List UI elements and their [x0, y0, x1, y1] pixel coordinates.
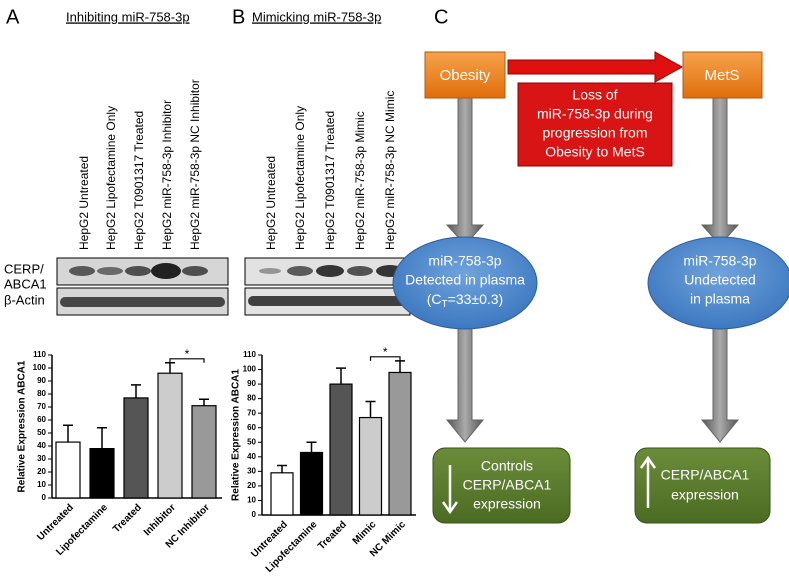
blot-title: Inhibiting miR-758-3p	[66, 9, 190, 24]
y-tick-label: 50	[37, 428, 46, 437]
lane-label: HepG2 miR-758-3p Inhibitor	[160, 100, 174, 250]
blot-image	[56, 257, 411, 316]
y-tick-label: 110	[33, 350, 46, 359]
panel-label: C	[434, 6, 448, 28]
lane-label: HepG2 miR-758-3p Mimic	[353, 111, 367, 250]
error-bar	[199, 398, 209, 406]
result-text: CERP/ABCA1	[463, 477, 552, 493]
ct-part: (C	[427, 291, 442, 307]
node-label: MetS	[704, 67, 739, 84]
ellipse-text: Undetected	[684, 272, 756, 288]
lane-label: HepG2 T0901317 Treated	[132, 111, 146, 250]
result-text: CERP/ABCA1	[661, 467, 750, 483]
ellipse-text: miR-758-3p	[428, 253, 501, 269]
error-bar	[336, 367, 346, 385]
bar	[55, 441, 81, 499]
lane-label: HepG2 Untreated	[264, 156, 278, 250]
significance-bracket	[169, 358, 205, 363]
result-text: Controls	[481, 458, 533, 474]
lane-label: HepG2 Lipofectamine Only	[104, 106, 118, 250]
blot-label: ABCA1	[4, 276, 47, 291]
y-tick-label: 20	[247, 481, 256, 490]
loss-text: Loss of	[572, 87, 617, 103]
error-bar	[131, 384, 141, 398]
bar	[358, 416, 383, 516]
y-tick-label: 10	[37, 480, 46, 489]
x-tick-label: Treated	[316, 519, 349, 552]
loss-text: progression from	[542, 125, 647, 141]
panel-label: A	[6, 6, 20, 28]
panel-label: B	[232, 6, 245, 28]
ellipse-text: Detected in plasma	[405, 272, 525, 288]
lane-label: HepG2 miR-758-3p NC Mimic	[383, 91, 397, 250]
blot-label: CERP/	[4, 261, 44, 276]
bar	[123, 397, 149, 499]
y-axis-label: Relative Expression ABCA1	[17, 360, 28, 492]
error-bar	[165, 362, 175, 374]
bar	[270, 472, 294, 516]
y-tick-label: 40	[247, 452, 256, 461]
bar	[89, 448, 115, 499]
y-tick-label: 80	[37, 389, 46, 398]
lane-label: HepG2 T0901317 Treated	[323, 111, 337, 250]
x-tick-label: Treated	[111, 502, 144, 535]
y-tick-label: 60	[247, 423, 256, 432]
error-bar	[365, 400, 376, 418]
error-bar	[306, 441, 317, 453]
ct-subscript: T	[442, 299, 448, 310]
y-tick-label: 50	[247, 437, 256, 446]
y-tick-label: 100	[33, 363, 47, 372]
bar	[388, 371, 412, 516]
blot-label: β-Actin	[4, 292, 45, 307]
y-tick-label: 70	[247, 408, 256, 417]
y-tick-label: 60	[37, 415, 46, 424]
y-tick-label: 40	[37, 441, 46, 450]
lane-label: HepG2 Lipofectamine Only	[293, 106, 307, 250]
lane-label: HepG2 miR-758-3p NC Inhibitor	[188, 79, 202, 250]
y-axis-label: Relative Expression ABCA1	[231, 369, 242, 501]
ellipse-text: (CT=33±0.3)	[427, 291, 503, 310]
x-tick-label: Mimic	[351, 519, 379, 547]
y-tick-label: 0	[252, 510, 257, 519]
x-tick-label: Lipofectamine	[264, 519, 320, 575]
blot-title: Mimicking miR-758-3p	[252, 9, 381, 24]
error-bar	[63, 424, 73, 443]
y-tick-label: 90	[37, 376, 46, 385]
bar	[191, 405, 217, 499]
node-label: Obesity	[440, 67, 491, 84]
ct-part: =33±0.3)	[448, 291, 504, 307]
y-tick-label: 20	[37, 467, 46, 476]
result-text: expression	[671, 487, 739, 503]
y-tick-label: 90	[247, 379, 256, 388]
loss-text: Obesity to MetS	[545, 144, 645, 160]
y-tick-label: 10	[247, 496, 256, 505]
diagram-shapes	[392, 51, 789, 524]
error-bar	[395, 360, 405, 373]
significance-label: *	[383, 345, 388, 359]
bar	[299, 451, 324, 516]
loss-text: miR-758-3p during	[537, 106, 653, 122]
y-tick-label: 30	[37, 454, 46, 463]
y-tick-label: 0	[42, 493, 47, 502]
y-tick-label: 100	[243, 365, 257, 374]
significance-label: *	[185, 347, 190, 361]
lane-label: HepG2 Untreated	[77, 156, 91, 250]
bar	[329, 383, 353, 516]
ellipse-text: miR-758-3p	[683, 253, 756, 269]
result-text: expression	[473, 496, 541, 512]
y-tick-label: 30	[247, 466, 256, 475]
error-bar	[97, 427, 107, 449]
y-tick-label: 70	[37, 402, 46, 411]
y-tick-label: 80	[247, 394, 256, 403]
significance-bracket	[369, 356, 401, 361]
y-tick-label: 110	[243, 350, 256, 359]
bar	[157, 372, 183, 499]
ellipse-text: in plasma	[690, 291, 750, 307]
error-bar	[277, 464, 287, 473]
